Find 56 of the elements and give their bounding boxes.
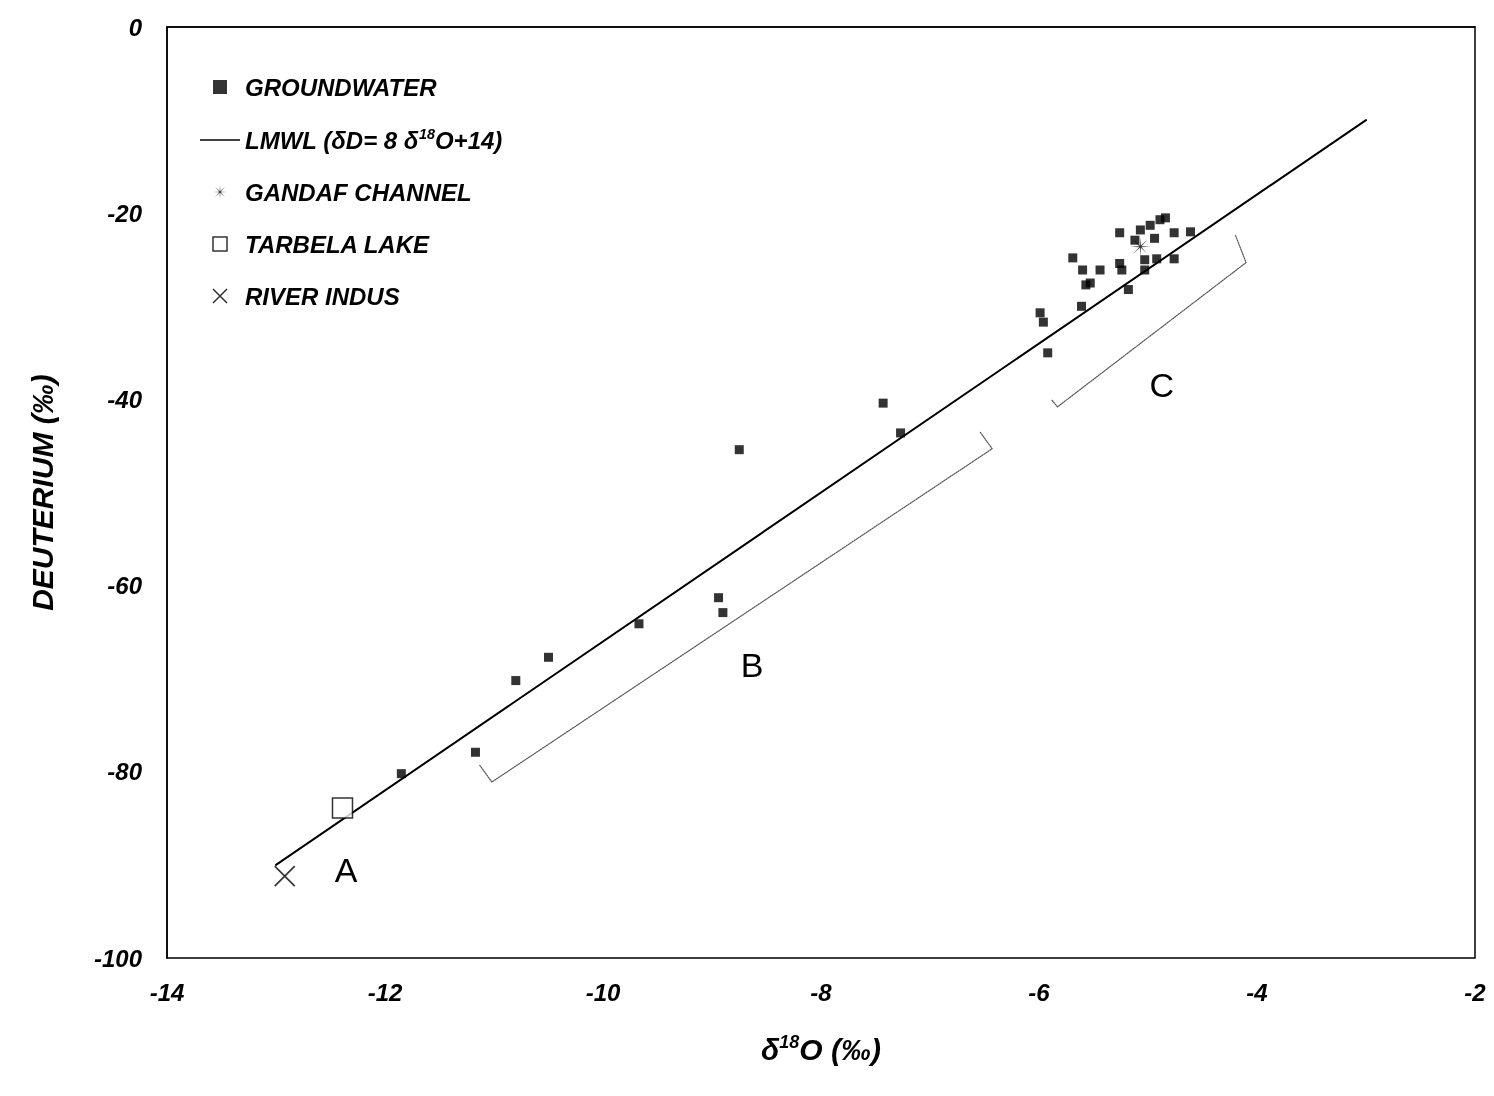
point [714, 593, 724, 603]
legend-label: GANDAF CHANNEL [245, 178, 472, 206]
x-tick-label: -4 [1246, 978, 1268, 1006]
y-tick-label: -20 [107, 199, 143, 227]
point [396, 769, 406, 779]
point [1035, 308, 1045, 318]
point [1140, 255, 1150, 265]
point [1077, 301, 1087, 311]
point [331, 797, 354, 819]
annotation: C [1149, 365, 1175, 404]
point [896, 428, 906, 438]
y-tick-label: -40 [107, 385, 143, 413]
point [718, 608, 728, 618]
y-tick-label: -80 [107, 758, 143, 786]
point [1169, 228, 1179, 238]
point [511, 676, 521, 686]
y-tick-label: 0 [128, 13, 143, 41]
point [1152, 254, 1162, 264]
point [1186, 227, 1196, 237]
point [1085, 278, 1095, 288]
point [1115, 228, 1125, 238]
point [1135, 225, 1145, 235]
point [1123, 285, 1133, 295]
point [1078, 265, 1088, 275]
x-tick-label: -8 [810, 978, 833, 1006]
point [1095, 265, 1105, 275]
point [1169, 254, 1179, 264]
legend-label: RIVER INDUS [245, 282, 400, 310]
point [1130, 235, 1140, 245]
line-series [479, 431, 993, 783]
point [878, 398, 888, 408]
x-tick-label: -14 [149, 978, 185, 1006]
point [1038, 317, 1048, 327]
legend-label: TARBELA LAKE [245, 230, 430, 258]
point [470, 747, 480, 757]
point [1043, 348, 1053, 358]
annotation: A [334, 850, 358, 889]
x-tick-label: -2 [1464, 978, 1487, 1006]
point [734, 445, 744, 455]
y-axis-title: DEUTERIUM (‰) [25, 374, 59, 611]
point [1145, 220, 1155, 230]
x-tick-label: -12 [367, 978, 403, 1006]
point [544, 652, 553, 662]
legend-label: GROUNDWATER [245, 73, 438, 101]
point [1160, 213, 1170, 223]
x-tick-label: -6 [1028, 978, 1051, 1006]
point [1150, 233, 1160, 243]
line-series [1051, 234, 1247, 408]
point [634, 619, 644, 629]
annotation: B [740, 646, 764, 685]
y-tick-label: -60 [107, 572, 143, 600]
y-tick-label: -100 [93, 944, 143, 972]
point [1068, 253, 1078, 263]
point [1140, 265, 1150, 275]
x-tick-label: -10 [585, 978, 621, 1006]
point [1117, 265, 1127, 275]
